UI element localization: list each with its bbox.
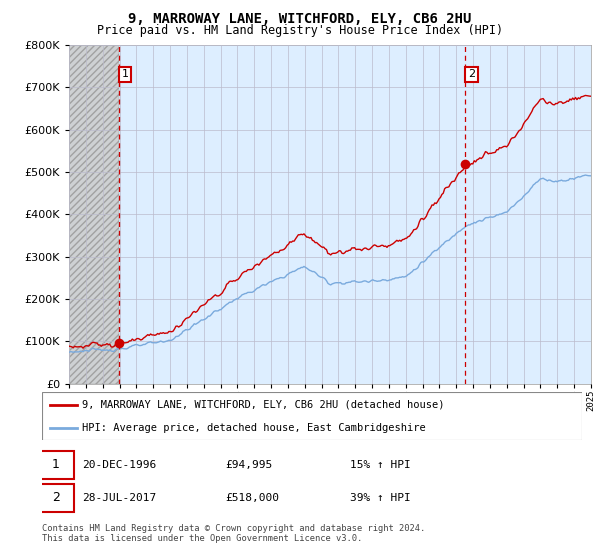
- FancyBboxPatch shape: [38, 484, 74, 512]
- Text: HPI: Average price, detached house, East Cambridgeshire: HPI: Average price, detached house, East…: [83, 423, 426, 433]
- Text: 2: 2: [52, 491, 60, 504]
- Text: £518,000: £518,000: [226, 493, 280, 503]
- Text: 20-DEC-1996: 20-DEC-1996: [83, 460, 157, 470]
- Text: 1: 1: [121, 69, 128, 80]
- Text: £94,995: £94,995: [226, 460, 273, 470]
- Text: 39% ↑ HPI: 39% ↑ HPI: [350, 493, 410, 503]
- Text: 9, MARROWAY LANE, WITCHFORD, ELY, CB6 2HU: 9, MARROWAY LANE, WITCHFORD, ELY, CB6 2H…: [128, 12, 472, 26]
- Text: 1: 1: [52, 458, 60, 472]
- Text: 2: 2: [468, 69, 475, 80]
- FancyBboxPatch shape: [38, 451, 74, 479]
- Text: Price paid vs. HM Land Registry's House Price Index (HPI): Price paid vs. HM Land Registry's House …: [97, 24, 503, 36]
- Text: 28-JUL-2017: 28-JUL-2017: [83, 493, 157, 503]
- Text: Contains HM Land Registry data © Crown copyright and database right 2024.
This d: Contains HM Land Registry data © Crown c…: [42, 524, 425, 543]
- Text: 9, MARROWAY LANE, WITCHFORD, ELY, CB6 2HU (detached house): 9, MARROWAY LANE, WITCHFORD, ELY, CB6 2H…: [83, 400, 445, 410]
- Text: 15% ↑ HPI: 15% ↑ HPI: [350, 460, 410, 470]
